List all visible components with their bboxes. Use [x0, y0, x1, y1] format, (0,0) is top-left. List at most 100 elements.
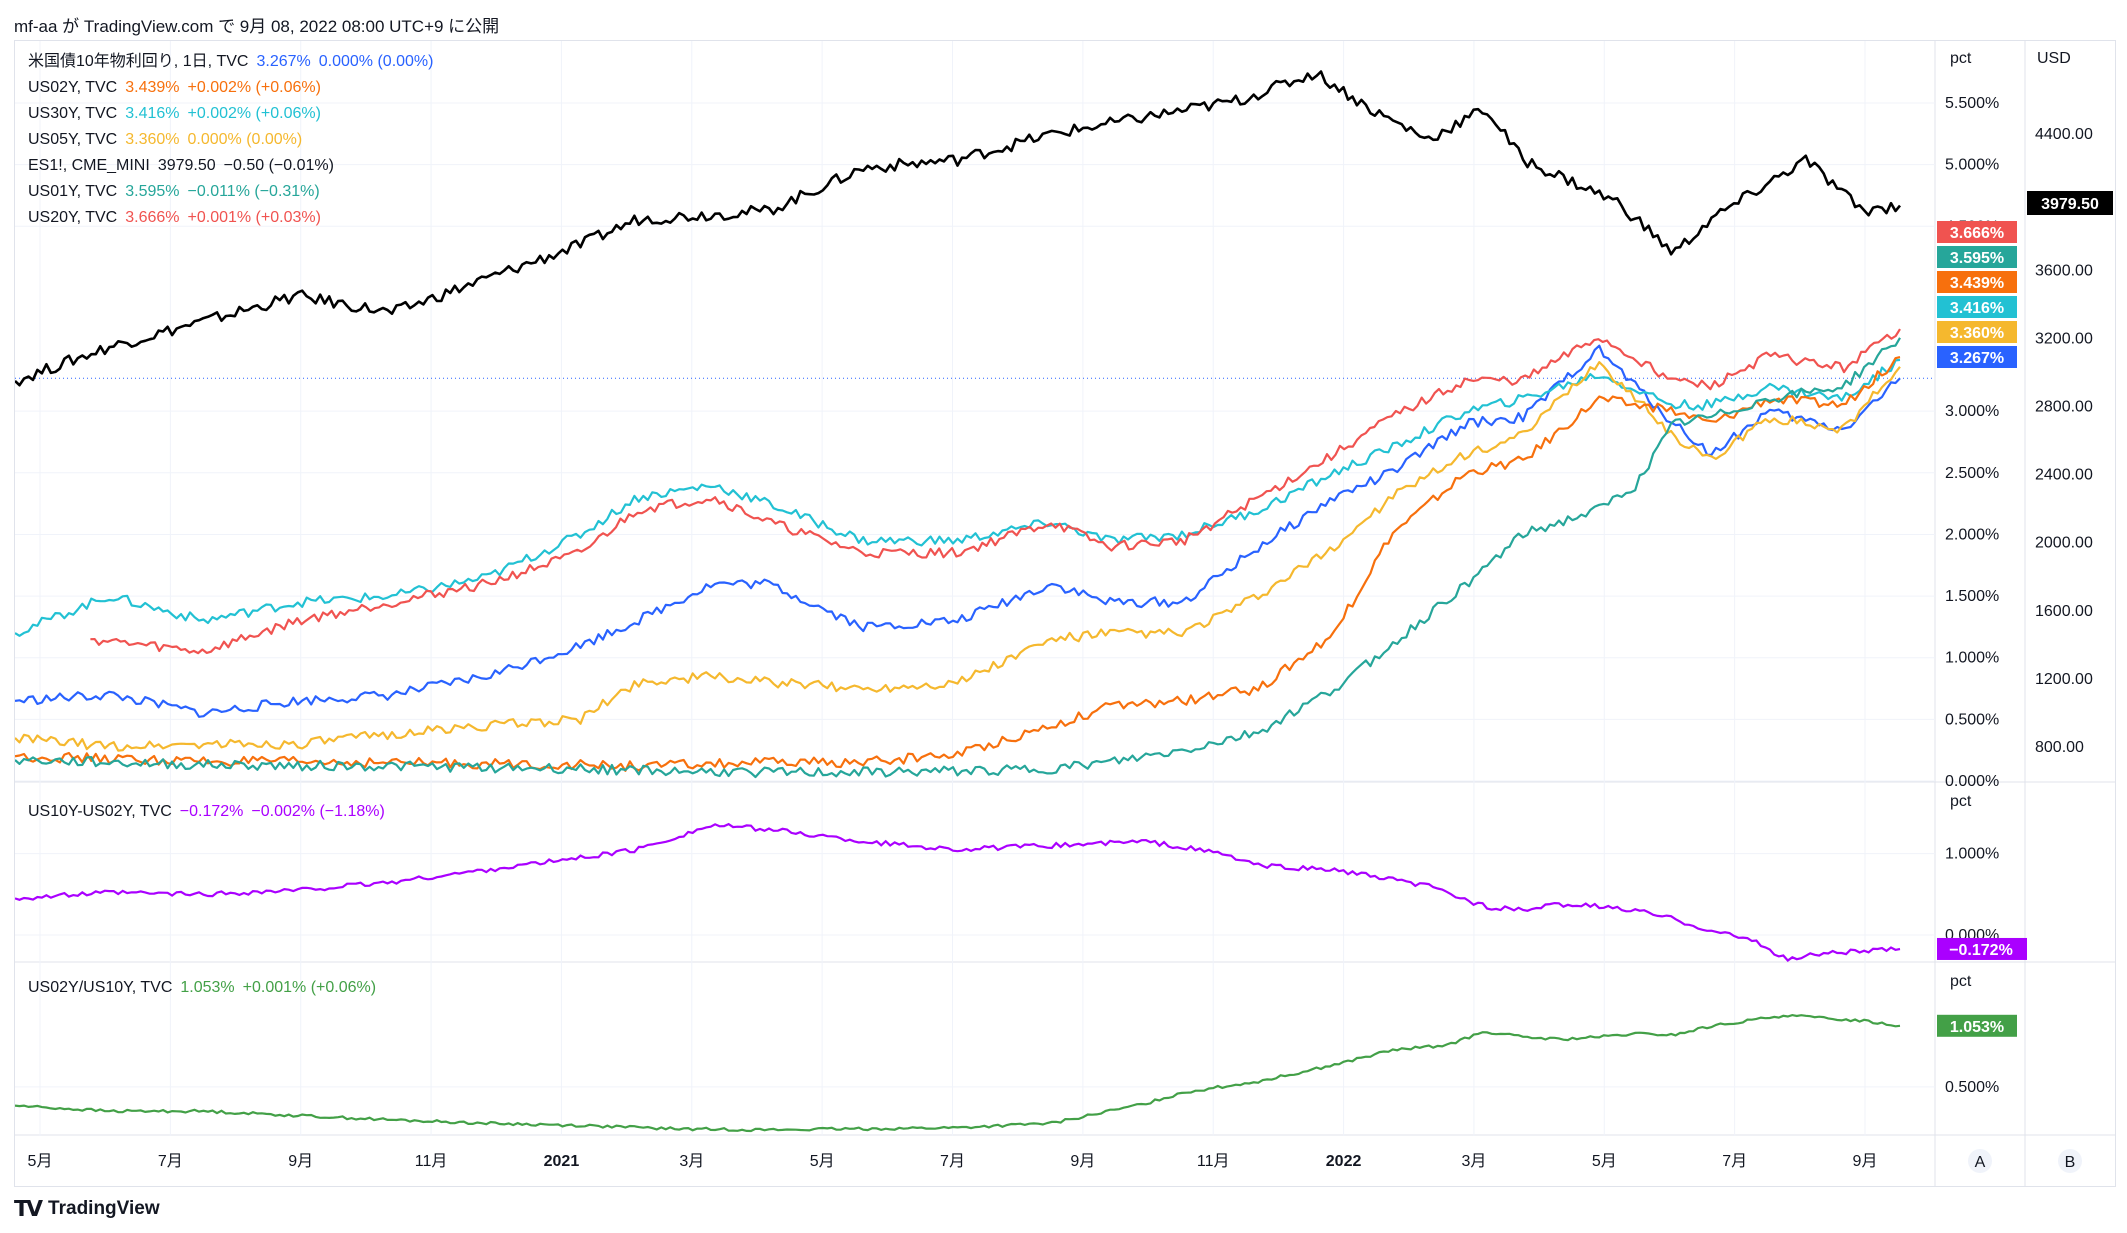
legend-series-name: US20Y, TVC: [28, 209, 118, 226]
usd-tick-label: 4400.00: [2035, 126, 2093, 143]
ratio-axis-title: pct: [1950, 973, 1972, 990]
legend-series-value: −0.172%: [179, 803, 244, 820]
usd-tick-label: 1200.00: [2035, 671, 2093, 688]
legend-series-value: 3979.50: [157, 157, 216, 174]
legend-main: 米国債10年物利回り, 1日, TVC 3.267% 0.000% (0.00%) U…: [28, 49, 441, 231]
legend-series-value: 3.267%: [256, 53, 311, 70]
legend-series-name: US02Y/US10Y, TVC: [28, 979, 173, 996]
pct-tick-label: 2.500%: [1945, 465, 1999, 482]
x-tick-label: 9月: [1853, 1153, 1878, 1170]
scale-b-label: B: [2065, 1154, 2076, 1171]
pct-tick-label: 0.000%: [1945, 773, 1999, 790]
x-tick-label: 3月: [1461, 1153, 1486, 1170]
legend-series-name: US05Y, TVC: [28, 131, 118, 148]
spread-tick-label: 1.000%: [1945, 846, 1999, 863]
scale-a-button[interactable]: [1968, 1149, 1992, 1173]
usd-tick-label: 800.00: [2035, 739, 2084, 756]
price-tag: [1937, 246, 2017, 268]
legend-series-change: 0.000% (0.00%): [187, 131, 303, 148]
publish-header: mf-aa が TradingView.com で 9月 08, 2022 08…: [14, 17, 500, 36]
legend-row[interactable]: US20Y, TVC 3.666% +0.001% (+0.03%): [28, 205, 441, 231]
price-tag: [1937, 221, 2017, 243]
price-tag-label: 3.267%: [1950, 350, 2004, 367]
spread-axis-title: pct: [1950, 793, 1972, 810]
legend-row[interactable]: 米国債10年物利回り, 1日, TVC 3.267% 0.000% (0.00%): [28, 49, 441, 75]
x-tick-label: 5月: [1592, 1153, 1617, 1170]
x-tick-label: 2021: [544, 1153, 580, 1170]
ratio-tick-label: 0.500%: [1945, 1079, 1999, 1096]
tradingview-logo-icon: 𝗧𝗩: [14, 1196, 43, 1221]
legend-row-ratio[interactable]: US02Y/US10Y, TVC 1.053% +0.001% (+0.06%): [28, 975, 384, 1001]
legend-series-value: 3.439%: [125, 79, 180, 96]
series-line-ratio[interactable]: [15, 1013, 1901, 1133]
series-line-us10y[interactable]: [15, 344, 1901, 718]
x-tick-label: 7月: [1722, 1153, 1747, 1170]
price-tag-label: 3.416%: [1950, 300, 2004, 317]
series-line-us30y[interactable]: [15, 358, 1901, 637]
x-tick-label: 9月: [1070, 1153, 1095, 1170]
legend-row[interactable]: ES1!, CME_MINI 3979.50 −0.50 (−0.01%): [28, 153, 441, 179]
usd-tick-label: 2400.00: [2035, 467, 2093, 484]
scale-b-button[interactable]: [2058, 1149, 2082, 1173]
legend-series-change: +0.001% (+0.06%): [242, 979, 377, 996]
ratio-price-tag: [1937, 1014, 2017, 1037]
legend-series-value: 3.416%: [125, 105, 180, 122]
spread-price-tag-label: −0.172%: [1949, 942, 2013, 959]
x-tick-label: 2022: [1326, 1153, 1362, 1170]
price-tag-label: 3.360%: [1950, 325, 2004, 342]
pct-tick-label: 5.500%: [1945, 95, 1999, 112]
price-tag-label: 3.666%: [1950, 225, 2004, 242]
legend-series-change: −0.002% (−1.18%): [251, 803, 385, 820]
pct-axis-title: pct: [1950, 50, 1972, 67]
series-line-es1[interactable]: [15, 70, 1901, 387]
legend-series-change: −0.50 (−0.01%): [223, 157, 334, 174]
legend-series-change: 0.000% (0.00%): [318, 53, 434, 70]
pct-tick-label: 5.000%: [1945, 157, 1999, 174]
legend-series-value: 3.666%: [125, 209, 180, 226]
x-tick-label: 7月: [158, 1153, 183, 1170]
legend-series-change: +0.001% (+0.03%): [187, 209, 321, 226]
x-tick-label: 11月: [1197, 1153, 1230, 1170]
legend-row-spread[interactable]: US10Y-US02Y, TVC −0.172% −0.002% (−1.18%): [28, 799, 393, 825]
chart-frame: 5月 7月 9月 11月 2021 3月 5月 7月 9月 11月 2022 3月 5月 7月 9月 A B 5.…: [14, 40, 2116, 1187]
legend-series-name: US10Y-US02Y, TVC: [28, 803, 172, 820]
legend-ratio: US02Y/US10Y, TVC 1.053% +0.001% (+0.06%): [28, 975, 384, 1001]
spread-price-tag: [1937, 937, 2027, 960]
legend-row[interactable]: US30Y, TVC 3.416% +0.002% (+0.06%): [28, 101, 441, 127]
legend-series-change: +0.002% (+0.06%): [187, 79, 321, 96]
chart-canvas[interactable]: 5月 7月 9月 11月 2021 3月 5月 7月 9月 11月 2022 3月 5月 7月 9月 A B 5.…: [15, 41, 2115, 1186]
x-tick-label: 9月: [288, 1153, 313, 1170]
legend-series-change: +0.002% (+0.06%): [187, 105, 321, 122]
x-tick-label: 5月: [28, 1153, 53, 1170]
x-tick-label: 3月: [679, 1153, 704, 1170]
legend-row[interactable]: US05Y, TVC 3.360% 0.000% (0.00%): [28, 127, 441, 153]
series-line-us20y[interactable]: [90, 328, 1901, 655]
price-tag: [1937, 321, 2017, 343]
legend-series-change: −0.011% (−0.31%): [187, 183, 320, 200]
x-tick-label: 11月: [415, 1153, 448, 1170]
series-line-us05y[interactable]: [15, 361, 1901, 752]
usd-tick-label: 2800.00: [2035, 398, 2093, 415]
usd-tick-label: 3600.00: [2035, 262, 2093, 279]
footer-brand[interactable]: 𝗧𝗩 TradingView: [14, 1196, 160, 1222]
usd-price-tag-label: 3979.50: [2041, 196, 2099, 213]
price-tag: [1937, 296, 2017, 318]
legend-series-name: 米国債10年物利回り, 1日, TVC: [28, 53, 249, 70]
usd-tick-label: 1600.00: [2035, 603, 2093, 620]
pct-tick-label: 1.000%: [1945, 650, 1999, 667]
series-line-us01y[interactable]: [15, 337, 1901, 779]
legend-series-value: 1.053%: [180, 979, 235, 996]
legend-row[interactable]: US02Y, TVC 3.439% +0.002% (+0.06%): [28, 75, 441, 101]
series-line-us02y[interactable]: [15, 356, 1901, 772]
price-tag: [1937, 271, 2017, 293]
series-line-spread[interactable]: [15, 822, 1901, 962]
ratio-price-tag-label: 1.053%: [1950, 1019, 2004, 1036]
legend-series-name: US01Y, TVC: [28, 183, 118, 200]
footer-brand-label: TradingView: [48, 1198, 160, 1219]
usd-tick-label: 3200.00: [2035, 330, 2093, 347]
pct-tick-label: 2.000%: [1945, 526, 1999, 543]
usd-axis-title: USD: [2037, 50, 2071, 67]
scale-a-label: A: [1975, 1154, 1986, 1171]
price-tag: [1937, 346, 2017, 368]
legend-row[interactable]: US01Y, TVC 3.595% −0.011% (−0.31%): [28, 179, 441, 205]
